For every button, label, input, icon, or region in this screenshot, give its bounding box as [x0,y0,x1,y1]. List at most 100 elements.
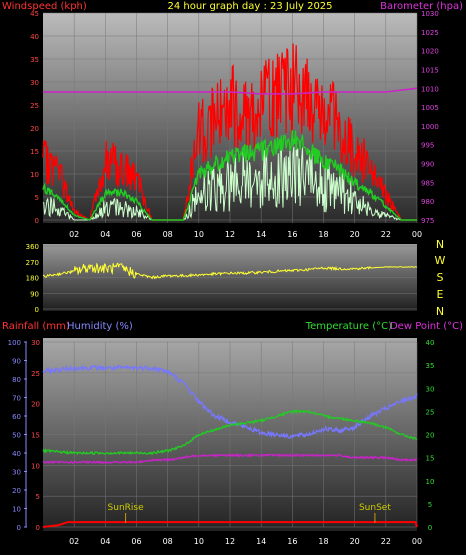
climate-hour-tick-label: 10 [194,537,204,546]
windspeed-tick-label: 0 [35,217,39,225]
barometer-tick-label: 995 [421,142,434,150]
compass-label-n-top: N [436,238,444,251]
temperature-series-line [42,409,417,456]
rainfall-tick-label: 10 [31,462,40,470]
temperature-tick-label: 0 [428,524,432,532]
windspeed-tick-label: 35 [30,56,39,64]
humidity-tick-label: 70 [12,395,21,403]
barometer-tick-label: 1000 [421,123,439,131]
compass-label-w: W [435,254,446,267]
wind-hour-tick-label: 20 [350,230,360,239]
temperature-axis-title: Temperature (°C) [305,321,392,332]
wind-direction-series-line [42,262,418,280]
climate-hour-tick-label: 20 [350,537,360,546]
barometer-tick-label: 990 [421,161,434,169]
climate-hour-tick-label: 22 [381,537,391,546]
windspeed-tick-label: 40 [30,33,39,41]
climate-hour-tick-label: 08 [163,537,173,546]
wind-hour-tick-label: 14 [256,230,266,239]
wind-hour-tick-label: 12 [225,230,235,239]
barometer-series-line [43,87,418,95]
direction-tick-label: 360 [26,243,39,251]
direction-tick-label: 180 [26,275,39,283]
compass-label-n-bottom: N [436,305,444,318]
wind-hour-tick-label: 10 [194,230,204,239]
windspeed-tick-label: 30 [30,79,39,87]
barometer-tick-label: 1005 [421,104,439,112]
barometer-tick-label: 1015 [421,66,439,74]
climate-hour-tick-label: 04 [100,537,110,546]
barometer-tick-label: 975 [421,217,434,225]
rainfall-tick-label: 0 [36,524,40,532]
barometer-tick-label: 1030 [421,10,439,18]
temperature-tick-label: 5 [428,501,432,509]
rainfall-tick-label: 25 [31,370,40,378]
humidity-tick-label: 50 [12,432,21,440]
temperature-tick-label: 35 [426,362,435,370]
sunset-label: SunSet [359,503,391,513]
barometer-tick-label: 985 [421,179,434,187]
climate-hour-tick-label: 18 [318,537,328,546]
temperature-tick-label: 25 [426,408,435,416]
wind-hour-tick-label: 04 [100,230,110,239]
climate-hour-tick-label: 06 [131,537,141,546]
direction-tick-label: 90 [30,290,39,298]
rainfall-series-line [42,521,418,528]
climate-hour-tick-label: 16 [287,537,297,546]
compass-label-s: S [437,271,444,284]
sunrise-label: SunRise [108,503,145,513]
temperature-tick-label: 40 [426,339,435,347]
windspeed-series-line [42,43,417,221]
rainfall-tick-label: 5 [36,493,40,501]
dewpoint-axis-title: Dew Point (°C) [390,321,463,332]
windspeed-tick-label: 5 [35,194,39,202]
humidity-tick-label: 0 [17,524,21,532]
wind-average-series-line [42,130,417,221]
rainfall-tick-label: 30 [31,339,40,347]
direction-tick-label: 0 [35,306,39,314]
windspeed-axis-title: Windspeed (kph) [2,1,87,12]
temperature-tick-label: 20 [426,432,435,440]
barometer-tick-label: 980 [421,198,434,206]
axis-labels: 0510152025303540459759809859909951000100… [8,10,439,546]
wind-low-series-line [42,138,417,221]
wind-hour-tick-label: 02 [69,230,79,239]
humidity-tick-label: 60 [12,413,21,421]
wind-hour-tick-label: 08 [163,230,173,239]
humidity-tick-label: 40 [12,450,21,458]
humidity-tick-label: 20 [12,487,21,495]
windspeed-tick-label: 20 [30,125,39,133]
climate-hour-tick-label: 14 [256,537,266,546]
rainfall-axis-title: Rainfall (mm) [2,321,70,332]
temperature-tick-label: 15 [426,455,435,463]
humidity-series-line [42,364,418,440]
barometer-tick-label: 1010 [421,85,439,93]
barometer-tick-label: 1020 [421,48,439,56]
windspeed-tick-label: 45 [30,10,39,18]
windspeed-tick-label: 10 [30,171,39,179]
rainfall-tick-label: 20 [31,401,40,409]
wind-hour-tick-label: 00 [412,230,422,239]
dewpoint-series-line [42,452,418,465]
direction-tick-label: 270 [26,259,39,267]
wind-hour-tick-label: 18 [318,230,328,239]
barometer-tick-label: 1025 [421,29,439,37]
windspeed-tick-label: 15 [30,148,39,156]
climate-hour-tick-label: 00 [412,537,422,546]
barometer-axis-title: Barometer (hpa) [380,1,463,12]
compass-label-e: E [437,288,444,301]
chart-title: 24 hour graph day : 23 July 2025 [167,1,332,12]
wind-hour-tick-label: 16 [287,230,297,239]
temperature-tick-label: 10 [426,478,435,486]
windspeed-tick-label: 25 [30,102,39,110]
humidity-tick-label: 10 [12,506,21,514]
humidity-tick-label: 90 [12,358,21,366]
temperature-tick-label: 30 [426,385,435,393]
data-series [42,43,418,528]
rainfall-tick-label: 15 [31,432,40,440]
humidity-tick-label: 100 [8,339,21,347]
climate-hour-tick-label: 12 [225,537,235,546]
humidity-axis-title: Humidity (%) [67,321,133,332]
wind-hour-tick-label: 06 [131,230,141,239]
